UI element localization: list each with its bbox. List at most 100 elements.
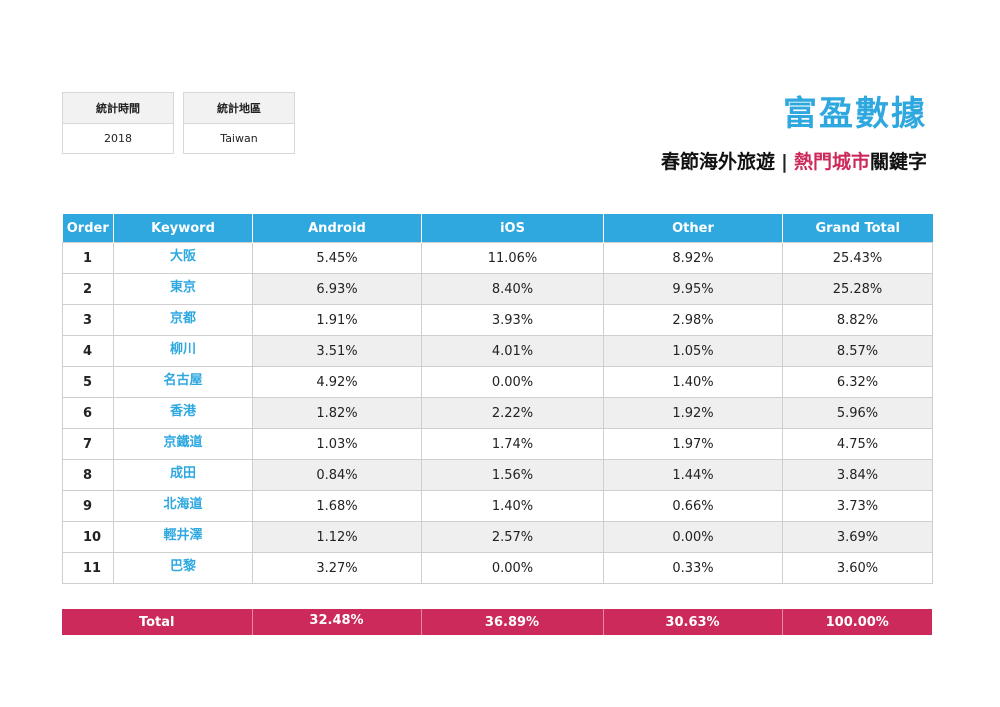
grand-total-cell: 3.60%: [782, 552, 933, 584]
keyword-table: Order Keyword Android iOS Other Grand To…: [62, 214, 933, 584]
table-row: 9 北海道 1.68% 1.40% 0.66% 3.73%: [62, 490, 933, 522]
other-cell: 1.05%: [603, 335, 783, 367]
other-cell: 1.44%: [603, 459, 783, 491]
header-other: Other: [603, 214, 783, 243]
keyword-cell: 京都: [113, 304, 253, 336]
subtitle-highlight: 熱門城市: [793, 151, 870, 173]
grand-total-cell: 3.69%: [782, 521, 933, 553]
android-cell: 1.03%: [252, 428, 422, 460]
subtitle-part1: 春節海外旅遊: [661, 151, 776, 173]
keyword-cell: 東京: [113, 273, 253, 305]
table-row: 1 大阪 5.45% 11.06% 8.92% 25.43%: [62, 242, 933, 274]
keyword-cell: 輕井澤: [113, 521, 253, 553]
ios-cell: 1.40%: [421, 490, 604, 522]
stat-region-value: Taiwan: [220, 132, 258, 145]
table-row: 3 京都 1.91% 3.93% 2.98% 8.82%: [62, 304, 933, 336]
keyword-cell: 大阪: [113, 242, 253, 274]
order-cell: 10: [62, 521, 114, 553]
order-cell: 2: [62, 273, 114, 305]
table-header-row: Order Keyword Android iOS Other Grand To…: [62, 214, 933, 243]
ios-cell: 0.00%: [421, 552, 604, 584]
ios-cell: 8.40%: [421, 273, 604, 305]
other-cell: 0.00%: [603, 521, 783, 553]
other-cell: 9.95%: [603, 273, 783, 305]
ios-cell: 11.06%: [421, 242, 604, 274]
stat-time-label: 統計時間: [63, 93, 173, 124]
order-cell: 11: [62, 552, 114, 584]
header-keyword: Keyword: [113, 214, 253, 243]
order-cell: 6: [62, 397, 114, 429]
order-cell: 7: [62, 428, 114, 460]
ios-cell: 4.01%: [421, 335, 604, 367]
subtitle-separator: |: [781, 151, 788, 173]
ios-cell: 1.56%: [421, 459, 604, 491]
totals-ios: 36.89%: [421, 609, 604, 635]
grand-total-cell: 8.57%: [782, 335, 933, 367]
totals-label: Total: [62, 609, 253, 635]
android-cell: 1.82%: [252, 397, 422, 429]
keyword-cell: 成田: [113, 459, 253, 491]
table-row: 8 成田 0.84% 1.56% 1.44% 3.84%: [62, 459, 933, 491]
subtitle-part2: 關鍵字: [869, 151, 927, 173]
order-cell: 5: [62, 366, 114, 398]
table-row: 2 東京 6.93% 8.40% 9.95% 25.28%: [62, 273, 933, 305]
keyword-cell: 巴黎: [113, 552, 253, 584]
ios-cell: 0.00%: [421, 366, 604, 398]
ios-cell: 1.74%: [421, 428, 604, 460]
android-cell: 1.12%: [252, 521, 422, 553]
report-subtitle: 春節海外旅遊 | 熱門城市關鍵字: [661, 147, 927, 174]
stat-region-box: 統計地區 Taiwan: [183, 92, 295, 154]
grand-total-cell: 25.28%: [782, 273, 933, 305]
stat-region-label: 統計地區: [184, 93, 294, 124]
totals-android: 32.48%: [252, 609, 422, 635]
other-cell: 8.92%: [603, 242, 783, 274]
other-cell: 1.40%: [603, 366, 783, 398]
order-cell: 4: [62, 335, 114, 367]
grand-total-cell: 4.75%: [782, 428, 933, 460]
table-row: 11 巴黎 3.27% 0.00% 0.33% 3.60%: [62, 552, 933, 584]
ios-cell: 2.22%: [421, 397, 604, 429]
android-cell: 3.51%: [252, 335, 422, 367]
grand-total-cell: 6.32%: [782, 366, 933, 398]
android-cell: 5.45%: [252, 242, 422, 274]
table-row: 10 輕井澤 1.12% 2.57% 0.00% 3.69%: [62, 521, 933, 553]
order-cell: 9: [62, 490, 114, 522]
android-cell: 1.68%: [252, 490, 422, 522]
grand-total-cell: 3.84%: [782, 459, 933, 491]
ios-cell: 2.57%: [421, 521, 604, 553]
order-cell: 3: [62, 304, 114, 336]
grand-total-cell: 25.43%: [782, 242, 933, 274]
table-row: 7 京鐵道 1.03% 1.74% 1.97% 4.75%: [62, 428, 933, 460]
android-cell: 4.92%: [252, 366, 422, 398]
android-cell: 1.91%: [252, 304, 422, 336]
brand-title: 富盈數據: [783, 94, 927, 134]
other-cell: 0.33%: [603, 552, 783, 584]
keyword-cell: 香港: [113, 397, 253, 429]
table-row: 5 名古屋 4.92% 0.00% 1.40% 6.32%: [62, 366, 933, 398]
keyword-cell: 北海道: [113, 490, 253, 522]
keyword-cell: 京鐵道: [113, 428, 253, 460]
header-ios: iOS: [421, 214, 604, 243]
header-order: Order: [62, 214, 114, 243]
totals-table: Total 32.48% 36.89% 30.63% 100.00%: [62, 609, 932, 635]
android-cell: 3.27%: [252, 552, 422, 584]
other-cell: 2.98%: [603, 304, 783, 336]
grand-total-cell: 8.82%: [782, 304, 933, 336]
table-row: 4 柳川 3.51% 4.01% 1.05% 8.57%: [62, 335, 933, 367]
totals-other: 30.63%: [603, 609, 783, 635]
stat-time-box: 統計時間 2018: [62, 92, 174, 154]
stat-time-value: 2018: [104, 132, 132, 145]
other-cell: 1.92%: [603, 397, 783, 429]
header-android: Android: [252, 214, 422, 243]
table-row: 6 香港 1.82% 2.22% 1.92% 5.96%: [62, 397, 933, 429]
android-cell: 6.93%: [252, 273, 422, 305]
other-cell: 1.97%: [603, 428, 783, 460]
header-grand-total: Grand Total: [782, 214, 933, 243]
keyword-cell: 名古屋: [113, 366, 253, 398]
android-cell: 0.84%: [252, 459, 422, 491]
grand-total-cell: 5.96%: [782, 397, 933, 429]
order-cell: 1: [62, 242, 114, 274]
ios-cell: 3.93%: [421, 304, 604, 336]
order-cell: 8: [62, 459, 114, 491]
grand-total-cell: 3.73%: [782, 490, 933, 522]
